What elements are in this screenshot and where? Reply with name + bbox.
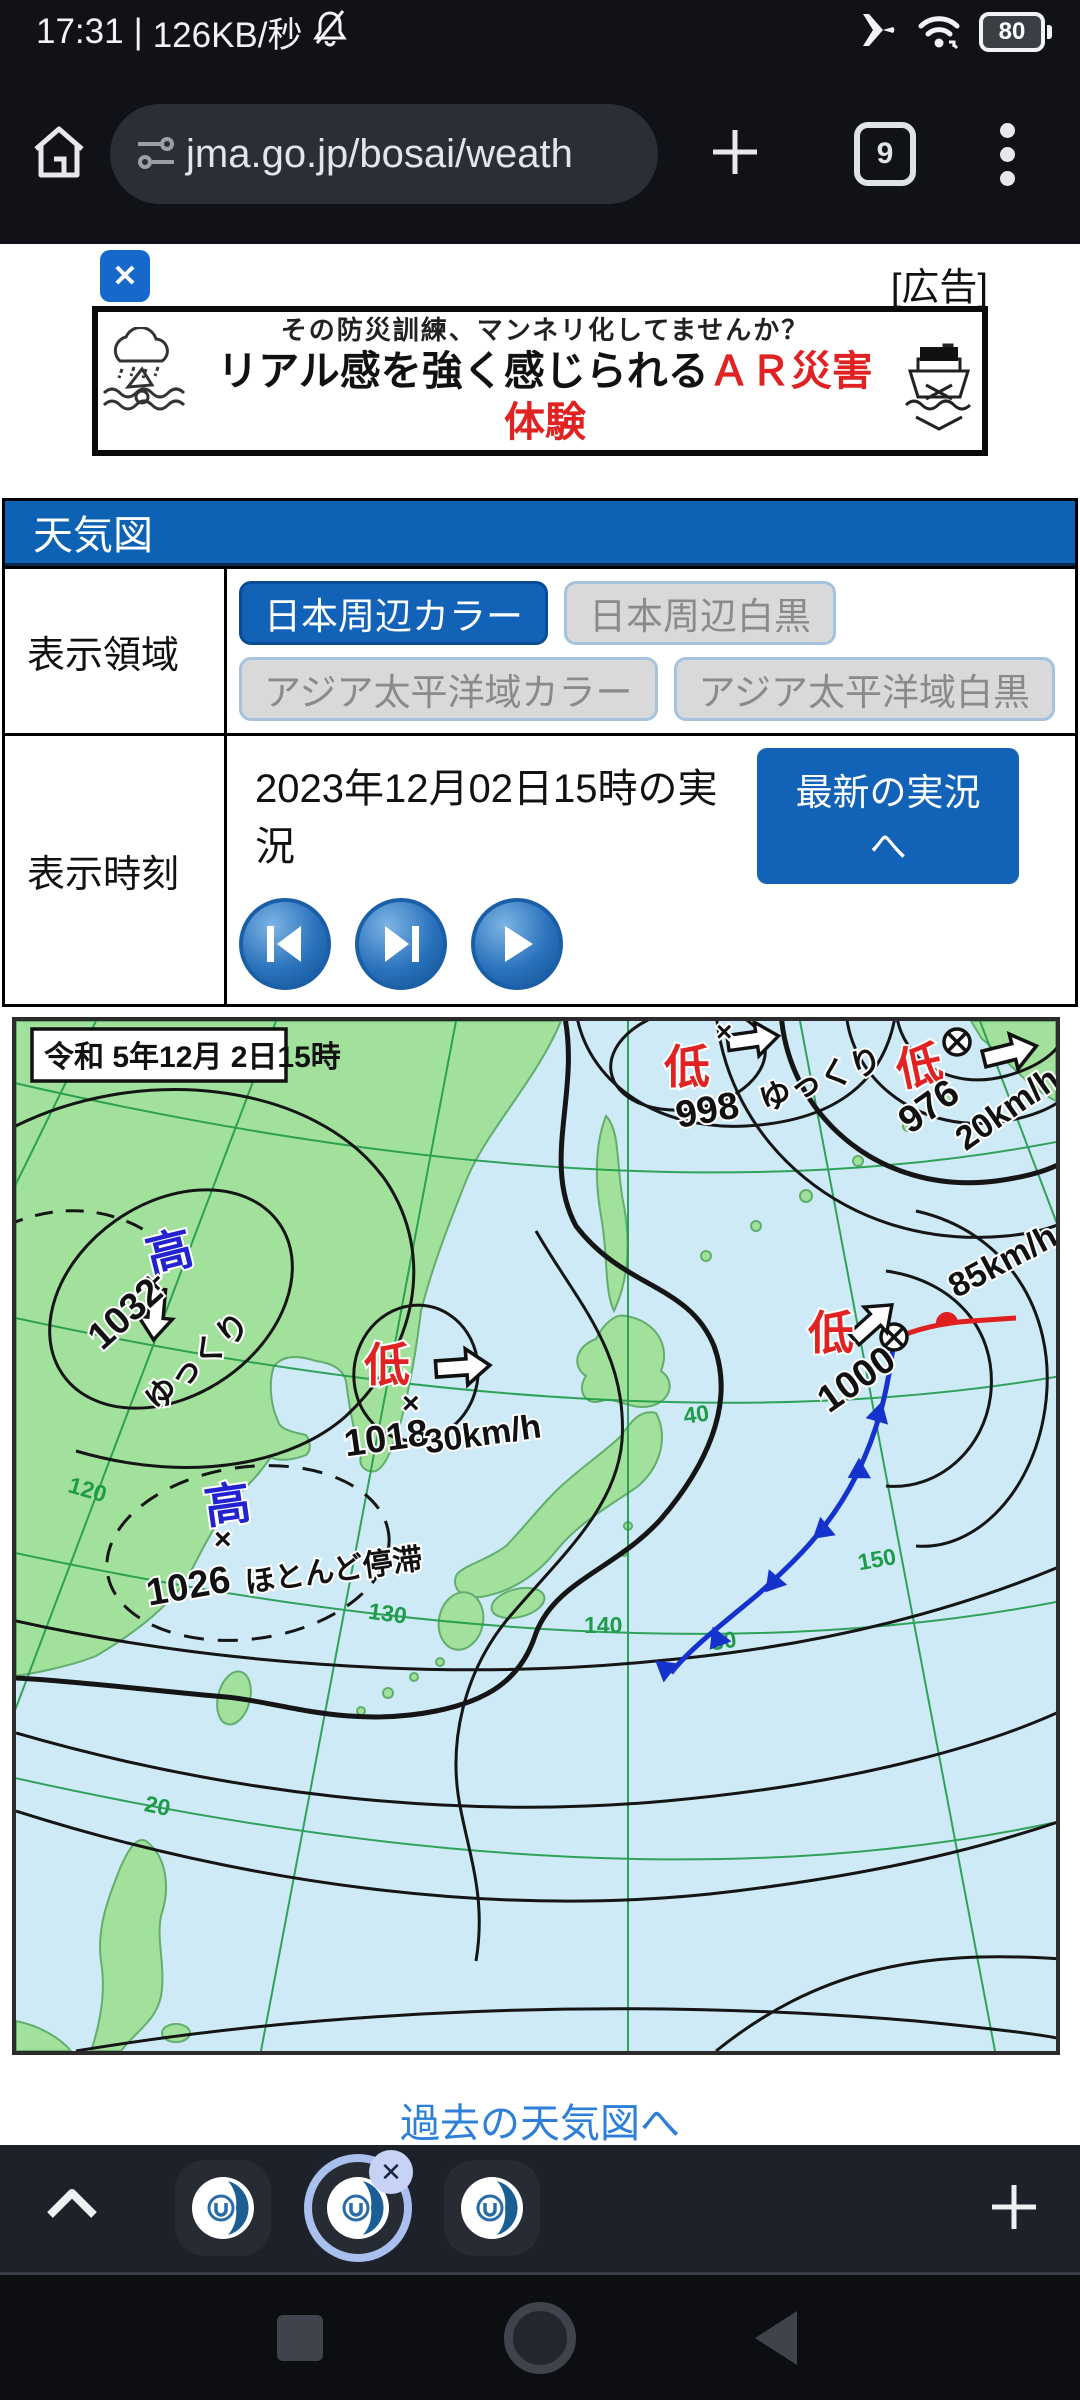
time-row-label: 表示時刻 (5, 736, 227, 1004)
latest-observation-button[interactable]: 最新の実況へ (757, 748, 1019, 884)
low-korea-cross: × (402, 1387, 420, 1420)
high-nw-cross: × (144, 1267, 162, 1300)
past-charts-link[interactable]: 過去の天気図へ (400, 2102, 680, 2145)
map-date-label: 令和 5年12月 2日15時 (44, 1040, 341, 1074)
grid-label-lat40: 40 (682, 1400, 711, 1429)
bubble-bar: ✕ (0, 2145, 1080, 2275)
skip-next-button[interactable] (355, 898, 447, 990)
ad-close-button[interactable]: ✕ (100, 250, 150, 302)
grid-label-lon140: 140 (584, 1612, 622, 1638)
display-time-row: 表示時刻 2023年12月02日15時の実況 最新の実況へ (5, 733, 1075, 1004)
site-settings-icon[interactable] (136, 132, 176, 177)
area-button-japan-color[interactable]: 日本周辺カラー (239, 581, 548, 645)
tab-count: 9 (876, 137, 894, 170)
network-speed: 126KB/秒 (152, 15, 303, 55)
chevron-up-icon[interactable] (46, 2187, 98, 2224)
clock: 17:31 (36, 12, 124, 51)
ad-label: [広告] (890, 267, 988, 309)
area-button-asia-bw[interactable]: アジア太平洋域白黒 (673, 657, 1056, 721)
battery-icon: 80 (979, 12, 1052, 52)
app-bubble-1[interactable] (175, 2160, 271, 2256)
menu-button[interactable] (1000, 122, 1015, 186)
status-bar: 17:31 | 126KB/秒 80 (0, 0, 1080, 64)
high-w-cross: × (214, 1523, 232, 1556)
browser-toolbar: jma.go.jp/bosai/weath 9 (0, 64, 1080, 244)
wifi-icon (915, 10, 963, 55)
area-row-label: 表示領域 (5, 569, 227, 733)
low-e-symbol: 低 (808, 1307, 854, 1359)
low-n-cross: × (716, 1021, 732, 1047)
high-w-symbol: 高 (201, 1476, 254, 1534)
ad-header: ✕ [広告] (0, 248, 1080, 309)
back-button[interactable] (755, 2311, 797, 2365)
flood-doodle-icon (98, 325, 194, 436)
web-page: ✕ [広告] その防災訓練、マンネリ化してませんか？ リアル感を強く感じられるＡ… (0, 244, 1080, 2145)
ad-line2: リアル感を強く感じられる (217, 348, 709, 394)
grid-label-lat20: 20 (142, 1790, 172, 1821)
weather-map: 40 30 20 120 130 140 150 (0, 1006, 1080, 2055)
ad-line2-highlight: ＡＲ災害体験 (504, 348, 873, 446)
app-bubble-logo (192, 2177, 254, 2239)
play-button[interactable] (471, 898, 563, 990)
low-korea-symbol: 低 (364, 1339, 410, 1391)
tab-switcher-button[interactable]: 9 (854, 122, 916, 186)
app-bubble-2-selected[interactable] (310, 2160, 406, 2256)
separator: | (133, 12, 143, 51)
home-nav-button[interactable] (504, 2302, 576, 2374)
app-bubble-3[interactable] (444, 2160, 540, 2256)
bell-muted-icon (312, 9, 347, 56)
selected-bubble-ring (304, 2154, 412, 2262)
url-text[interactable]: jma.go.jp/bosai/weath (186, 131, 573, 176)
weather-panel: 天気図 表示領域 日本周辺カラー 日本周辺白黒 アジア太平洋域カラー アジア太平… (2, 498, 1078, 1007)
url-bar[interactable]: jma.go.jp/bosai/weath (110, 104, 658, 204)
add-bubble-plus-icon[interactable] (990, 2183, 1038, 2236)
area-button-asia-color[interactable]: アジア太平洋域カラー (239, 657, 658, 721)
display-area-row: 表示領域 日本周辺カラー 日本周辺白黒 アジア太平洋域カラー アジア太平洋域白黒 (5, 566, 1075, 733)
app-bubble-logo (461, 2177, 523, 2239)
recents-button[interactable] (277, 2315, 323, 2361)
skip-first-button[interactable] (239, 898, 331, 990)
area-button-japan-bw[interactable]: 日本周辺白黒 (564, 581, 836, 645)
low-n-symbol: 低 (664, 1041, 710, 1093)
bubble-close-badge[interactable]: ✕ (369, 2150, 413, 2194)
panel-title: 天気図 (5, 501, 1075, 566)
low-korea-pressure: 1018 (341, 1412, 431, 1465)
airplane-mode-icon (853, 10, 899, 55)
ad-copy: その防災訓練、マンネリ化してませんか？ リアル感を強く感じられるＡＲ災害体験 (208, 314, 882, 449)
ad-banner[interactable]: その防災訓練、マンネリ化してませんか？ リアル感を強く感じられるＡＲ災害体験 (92, 306, 988, 456)
android-nav-bar (0, 2275, 1080, 2400)
new-tab-button[interactable] (710, 127, 760, 182)
grid-label-lon130: 130 (367, 1598, 409, 1629)
observation-time-text: 2023年12月02日15時の実況 (255, 767, 718, 869)
home-button[interactable] (28, 123, 90, 186)
low-ne-symbol: 低 (891, 1036, 947, 1096)
battery-percent: 80 (998, 18, 1026, 45)
ship-doodle-icon (896, 327, 982, 436)
ad-line1: その防災訓練、マンネリ化してませんか？ (280, 314, 810, 345)
